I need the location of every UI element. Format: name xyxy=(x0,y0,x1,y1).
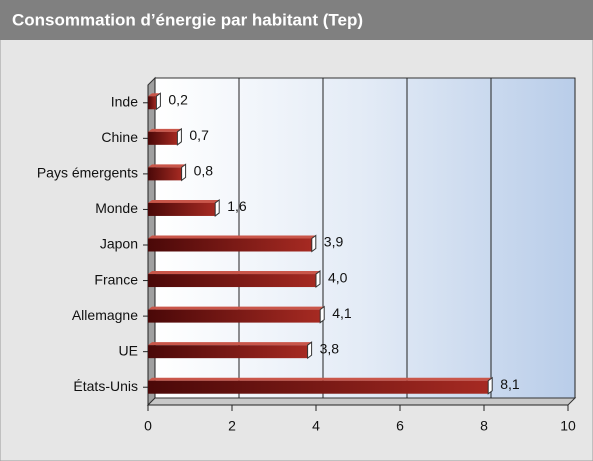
bar xyxy=(148,234,317,253)
x-tick-label: 6 xyxy=(396,418,404,434)
bar xyxy=(148,305,325,324)
title-bar xyxy=(0,0,593,40)
y-tick-label: Pays émergents xyxy=(37,165,138,181)
x-tick-label: 10 xyxy=(560,418,576,434)
bar xyxy=(148,127,182,146)
y-tick-label: Chine xyxy=(101,129,138,145)
x-tick-label: 4 xyxy=(312,418,320,434)
y-tick-label: UE xyxy=(119,342,138,358)
value-label: 3,9 xyxy=(324,234,344,250)
bar xyxy=(148,270,321,289)
bar xyxy=(148,376,493,395)
value-label: 0,7 xyxy=(189,127,209,143)
y-tick-label: Japon xyxy=(100,236,138,252)
x-tick-label: 0 xyxy=(144,418,152,434)
value-label: 4,1 xyxy=(332,305,352,321)
y-tick-label: Monde xyxy=(95,200,138,216)
chart-title: Consommation d’énergie par habitant (Tep… xyxy=(12,10,363,29)
y-tick-label: France xyxy=(94,271,138,287)
value-label: 0,8 xyxy=(194,163,214,179)
y-tick-label: États-Unis xyxy=(73,378,138,394)
value-label: 3,8 xyxy=(320,340,340,356)
x-tick-label: 8 xyxy=(480,418,488,434)
value-label: 4,0 xyxy=(328,269,348,285)
floor xyxy=(146,397,577,406)
y-tick-label: Allemagne xyxy=(72,307,138,323)
bar xyxy=(148,341,313,360)
bar xyxy=(148,92,161,111)
bar xyxy=(148,198,220,217)
value-label: 0,2 xyxy=(168,91,188,107)
x-tick-label: 2 xyxy=(228,418,236,434)
value-label: 1,6 xyxy=(227,198,247,214)
value-label: 8,1 xyxy=(500,376,520,392)
y-tick-label: Inde xyxy=(111,93,138,109)
bar xyxy=(148,163,187,182)
